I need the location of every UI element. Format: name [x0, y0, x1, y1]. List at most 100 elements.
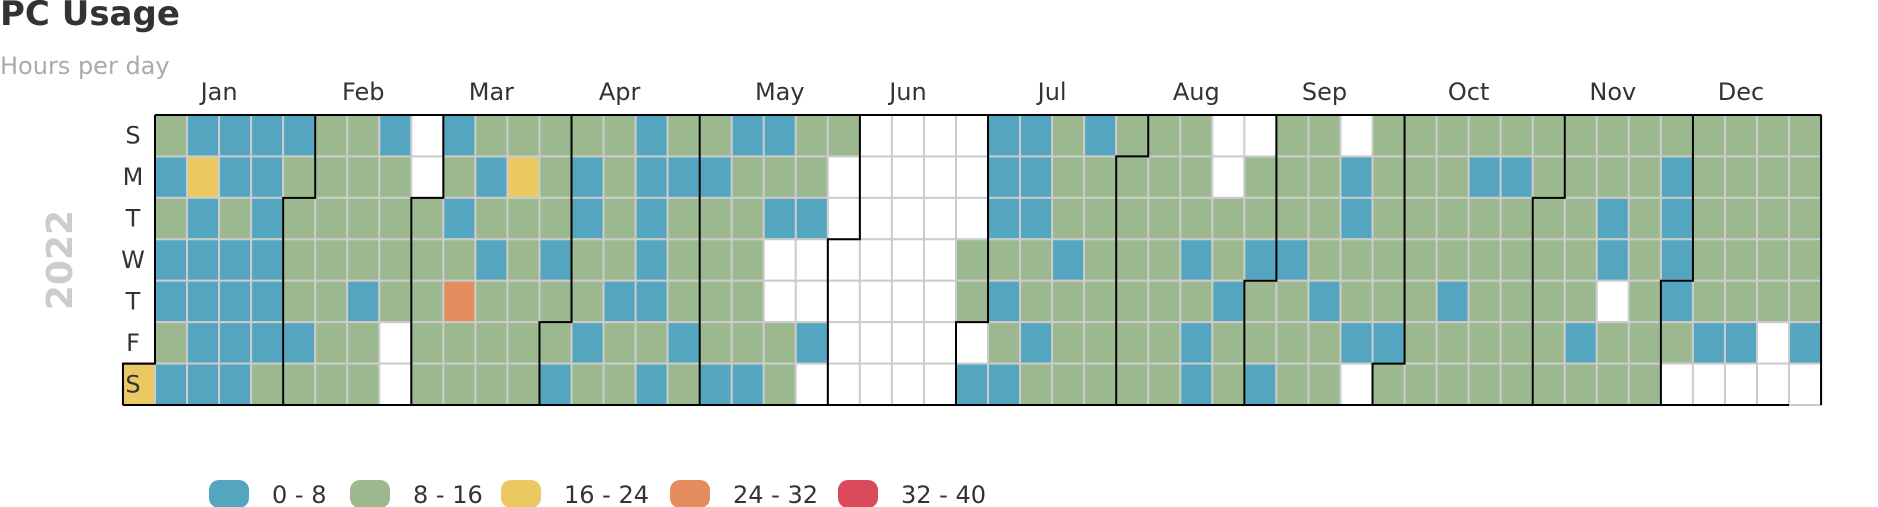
day-cell — [1723, 196, 1758, 241]
day-cell — [1243, 196, 1278, 241]
day-cell — [1467, 114, 1502, 158]
day-cell — [1756, 362, 1791, 407]
day-cell — [1499, 114, 1534, 158]
day-cell — [1563, 155, 1598, 199]
day-cell — [1435, 279, 1470, 324]
day-cell — [698, 279, 733, 324]
day-cell — [1051, 196, 1086, 241]
day-cell — [474, 321, 509, 365]
day-cell — [538, 155, 573, 199]
day-cell — [410, 196, 445, 241]
day-cell — [1691, 196, 1726, 241]
day-cell — [762, 155, 797, 199]
day-cell — [858, 321, 893, 365]
day-cell — [154, 279, 189, 324]
day-cell — [314, 279, 349, 324]
day-cell — [1691, 279, 1726, 324]
day-cell — [442, 238, 477, 282]
day-cell — [762, 238, 797, 282]
day-cell — [794, 279, 829, 324]
day-cell — [506, 155, 541, 199]
day-cell — [186, 155, 221, 199]
day-cell — [1275, 279, 1310, 324]
day-cell — [922, 362, 958, 407]
day-cell — [1788, 114, 1823, 158]
month-label: Aug — [1173, 78, 1220, 106]
day-cell — [218, 321, 253, 365]
day-cell — [762, 196, 797, 241]
day-cell — [346, 238, 381, 282]
day-cell — [1499, 155, 1534, 199]
month-label: Nov — [1589, 78, 1636, 106]
month-boundary-line — [1371, 115, 1406, 406]
day-cell — [1659, 238, 1694, 282]
day-cell — [378, 362, 413, 407]
day-cell — [346, 196, 381, 241]
day-cell — [1563, 114, 1598, 158]
day-cell — [922, 155, 958, 199]
day-cell — [1243, 362, 1278, 407]
day-cell — [570, 362, 605, 407]
day-cell — [1275, 114, 1310, 158]
month-label: Jan — [199, 78, 238, 106]
day-cell — [570, 238, 605, 282]
day-cell — [154, 196, 189, 241]
day-cell — [1307, 279, 1342, 324]
day-cell — [1531, 196, 1566, 241]
legend-swatch — [501, 480, 541, 507]
day-cell — [1211, 155, 1246, 199]
day-cell — [1307, 114, 1342, 158]
day-cell — [1147, 321, 1182, 365]
month-boundary-line — [955, 115, 990, 406]
day-cell — [570, 155, 605, 199]
day-cell — [1307, 321, 1342, 365]
day-cell — [1115, 114, 1150, 158]
day-cell — [1083, 196, 1118, 241]
day-cell — [1339, 196, 1374, 241]
day-cell — [730, 362, 765, 407]
day-cell — [666, 196, 701, 241]
day-cell — [1019, 155, 1054, 199]
day-cell — [1499, 196, 1534, 241]
day-cell — [474, 238, 509, 282]
day-cell — [1083, 279, 1118, 324]
day-cell — [1179, 362, 1214, 407]
day-cell — [666, 279, 701, 324]
day-cell — [890, 362, 925, 407]
day-cell — [1595, 279, 1630, 324]
day-cell — [1051, 155, 1086, 199]
day-cell — [1467, 362, 1502, 407]
day-cell — [1019, 362, 1054, 407]
day-cell — [1051, 279, 1086, 324]
day-cell — [1627, 238, 1662, 282]
day-cell — [730, 321, 765, 365]
day-cell — [1691, 238, 1726, 282]
day-cell — [730, 279, 765, 324]
day-cell — [442, 321, 477, 365]
day-cell — [1179, 279, 1214, 324]
day-cell — [922, 279, 958, 324]
day-cell — [1595, 362, 1630, 407]
day-cell — [1179, 155, 1214, 199]
day-cell — [666, 155, 701, 199]
day-cell — [1531, 155, 1566, 199]
day-cell — [474, 362, 509, 407]
day-cell — [826, 196, 861, 241]
day-cell — [1531, 321, 1566, 365]
day-cell — [1403, 362, 1438, 407]
day-cell — [1723, 362, 1758, 407]
day-cell — [1083, 321, 1118, 365]
day-cell — [186, 362, 221, 407]
day-cell — [1147, 114, 1182, 158]
day-cell — [410, 279, 445, 324]
day-cell — [1595, 114, 1630, 158]
month-label: Oct — [1448, 78, 1490, 106]
day-cell — [1019, 279, 1054, 324]
day-cell — [1467, 321, 1502, 365]
day-cell — [218, 114, 253, 158]
day-cell — [955, 279, 990, 324]
day-cell — [890, 238, 925, 282]
day-cell — [1659, 362, 1694, 407]
day-cell — [1595, 321, 1630, 365]
day-cell — [1275, 362, 1310, 407]
